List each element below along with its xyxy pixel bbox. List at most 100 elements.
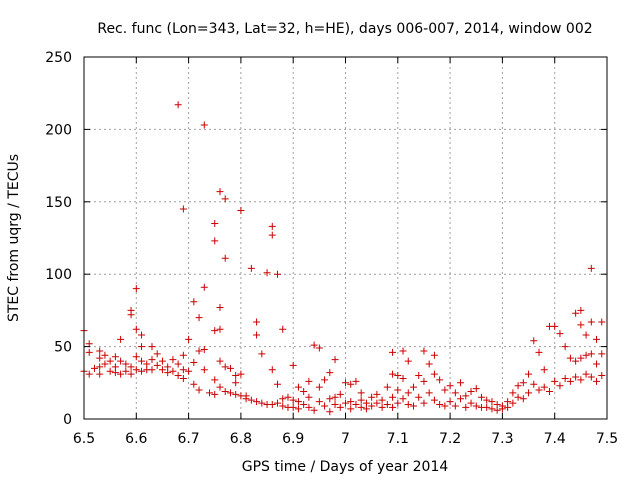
data-point <box>415 393 423 401</box>
data-point <box>289 396 297 404</box>
data-point <box>132 325 140 333</box>
data-point <box>383 383 391 391</box>
data-point <box>540 383 548 391</box>
data-point <box>598 318 606 326</box>
data-point <box>321 376 329 384</box>
data-point <box>226 364 234 372</box>
data-point <box>138 343 146 351</box>
data-point <box>195 314 203 322</box>
data-point <box>551 322 559 330</box>
data-point <box>321 402 329 410</box>
data-point <box>211 327 219 335</box>
data-point <box>216 383 224 391</box>
data-point <box>577 321 585 329</box>
data-point <box>85 340 93 348</box>
data-point <box>247 264 255 272</box>
data-point <box>593 377 601 385</box>
data-point <box>368 393 376 401</box>
data-point <box>530 337 538 345</box>
data-point <box>566 377 574 385</box>
data-point <box>451 402 459 410</box>
data-point <box>242 395 250 403</box>
data-point <box>514 393 522 401</box>
data-point <box>122 367 130 375</box>
data-point <box>587 373 595 381</box>
data-point <box>216 304 224 312</box>
y-tick-label: 50 <box>54 340 72 356</box>
data-point <box>582 370 590 378</box>
data-point <box>389 403 397 411</box>
data-point <box>253 318 261 326</box>
data-point <box>310 406 318 414</box>
data-point <box>389 393 397 401</box>
data-point <box>274 270 282 278</box>
y-tick-label: 0 <box>63 412 72 428</box>
data-point <box>148 356 156 364</box>
data-point <box>430 351 438 359</box>
data-point <box>200 121 208 129</box>
data-point <box>352 377 360 385</box>
data-points <box>80 101 606 416</box>
data-point <box>258 350 266 358</box>
data-point <box>96 354 104 362</box>
data-point <box>357 403 365 411</box>
y-axis-title: STEC from uqrg / TECUs <box>6 154 22 322</box>
y-tick-label: 100 <box>45 267 72 283</box>
data-point <box>326 395 334 403</box>
data-point <box>190 359 198 367</box>
data-point <box>561 343 569 351</box>
data-point <box>430 396 438 404</box>
data-point <box>598 350 606 358</box>
data-point <box>101 360 109 368</box>
data-point <box>441 402 449 410</box>
data-point <box>211 390 219 398</box>
x-tick-label: 7.2 <box>439 431 461 447</box>
data-point <box>373 390 381 398</box>
data-point <box>179 374 187 382</box>
data-point <box>347 405 355 413</box>
data-point <box>237 206 245 214</box>
data-point <box>305 377 313 385</box>
data-point <box>498 405 506 413</box>
data-point <box>347 380 355 388</box>
data-point <box>514 382 522 390</box>
data-point <box>268 366 276 374</box>
data-point <box>153 350 161 358</box>
data-point <box>174 101 182 109</box>
data-point <box>446 382 454 390</box>
data-point <box>106 367 114 375</box>
data-point <box>179 351 187 359</box>
data-point <box>179 205 187 213</box>
data-point <box>331 356 339 364</box>
data-point <box>315 344 323 352</box>
x-tick-label: 6.5 <box>73 431 95 447</box>
data-point <box>253 398 261 406</box>
data-point <box>200 283 208 291</box>
data-point <box>300 401 308 409</box>
data-point <box>268 231 276 239</box>
grid-lines <box>84 57 607 419</box>
data-point <box>195 347 203 355</box>
data-point <box>226 389 234 397</box>
data-point <box>294 383 302 391</box>
data-point <box>566 354 574 362</box>
data-point <box>572 373 580 381</box>
data-point <box>117 357 125 365</box>
data-point <box>85 348 93 356</box>
data-point <box>221 387 229 395</box>
data-point <box>587 264 595 272</box>
data-point <box>540 366 548 374</box>
data-point <box>389 370 397 378</box>
data-point <box>389 348 397 356</box>
data-point <box>342 399 349 407</box>
data-point <box>148 366 156 374</box>
data-point <box>216 357 224 365</box>
data-point <box>587 350 595 358</box>
data-point <box>179 366 187 374</box>
data-point <box>352 401 360 409</box>
data-point <box>467 387 475 395</box>
data-point <box>111 369 119 377</box>
data-point <box>258 399 266 407</box>
data-point <box>399 347 407 355</box>
data-point <box>457 395 465 403</box>
